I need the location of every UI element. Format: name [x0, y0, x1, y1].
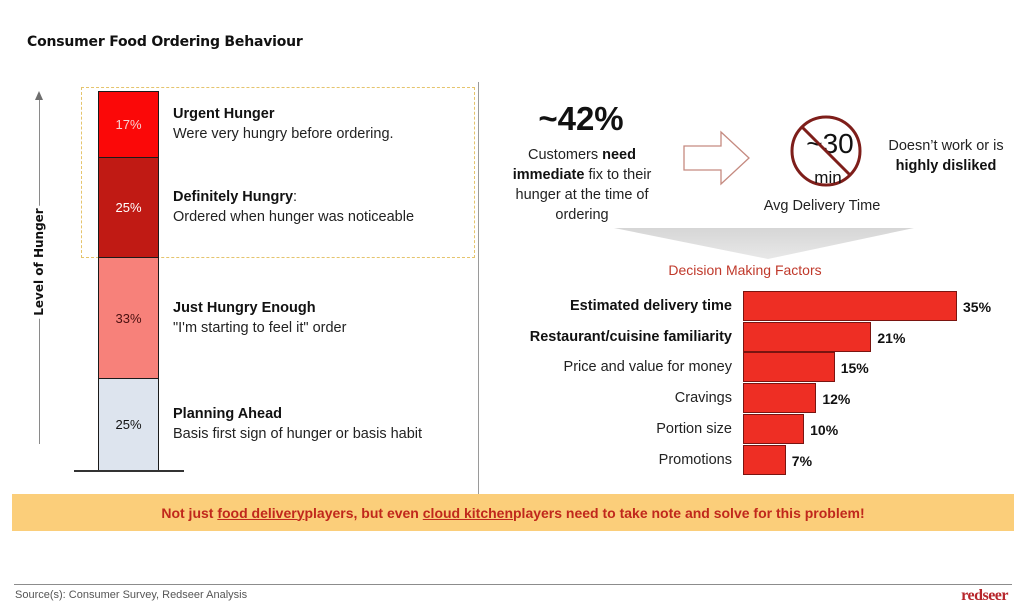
factor-bar [743, 291, 957, 321]
avg-delivery-time-label: Avg Delivery Time [763, 198, 881, 214]
hunger-segment-value: 25% [115, 200, 142, 215]
banner-text-3: players need to take note and solve for … [513, 504, 865, 521]
right-arrow-icon [683, 130, 750, 186]
verdict-bold: highly disliked [895, 158, 997, 174]
takeaway-banner: Not just food delivery players, but even… [12, 494, 1014, 531]
hunger-segment-value: 33% [115, 310, 142, 326]
footer-divider [14, 584, 1012, 585]
hunger-segment-text: Just Hungry Enough "I'm starting to feel … [173, 298, 346, 338]
hunger-segment-description: "I'm starting to feel it" order [173, 319, 347, 336]
hunger-segment-description: Basis first sign of hunger or basis habi… [173, 425, 423, 442]
banner-underline-cloud-kitchen: cloud kitchen [422, 504, 513, 521]
immediate-need-percentage: ~42% [538, 100, 624, 137]
value-label: 7% [791, 452, 813, 469]
hunger-segment: 33% [99, 258, 158, 379]
value-label: 21% [877, 329, 906, 346]
hunger-segment-heading: Urgent Hunger [173, 106, 275, 122]
factor-bar [743, 352, 835, 383]
category-label: Promotions [658, 451, 732, 468]
factor-bar [743, 444, 786, 475]
hunger-stacked-bar: 17% 25% 33% 25% [98, 91, 159, 471]
need-text-post: fix to their hunger at the time of order… [515, 167, 652, 223]
value-label: 35% [963, 299, 992, 315]
hunger-segment: 17% [99, 92, 158, 158]
hunger-segment-value: 17% [115, 117, 142, 132]
hunger-segment-description: Were very hungry before ordering. [173, 126, 394, 142]
immediate-need-highlight-box [81, 87, 475, 258]
page-title: Consumer Food Ordering Behaviour [27, 34, 303, 50]
value-label: 10% [810, 421, 839, 438]
delivery-verdict: Doesn’t work or is highly disliked [876, 136, 1016, 176]
axis-arrow-up-icon [35, 91, 43, 100]
hunger-segment-description: Ordered when hunger was noticeable [173, 209, 415, 225]
hunger-segment-heading: Planning Ahead [173, 405, 283, 422]
hunger-axis-label: Level of Hunger [32, 205, 46, 319]
need-text-pre: Customers [528, 147, 603, 163]
category-label: Price and value for money [563, 359, 732, 376]
stacked-bar-baseline [74, 470, 184, 472]
hunger-segment-text: Urgent Hunger Were very hungry before ord… [173, 104, 394, 144]
hunger-segment-value: 25% [115, 417, 142, 432]
category-label: Estimated delivery time [570, 298, 732, 314]
banner-text-2: players, but even [304, 504, 419, 521]
hunger-segment-text: Definitely Hungry: Ordered when hunger wa… [173, 187, 414, 227]
hunger-segment-heading: Definitely Hungry: [173, 189, 298, 205]
factor-bar [743, 383, 817, 414]
category-label: Portion size [656, 420, 732, 437]
redseer-logo: redseer [961, 587, 1008, 604]
hunger-segment: 25% [99, 379, 158, 470]
vertical-divider [478, 82, 479, 494]
hunger-segment: 25% [99, 158, 158, 258]
sign-unit: min [814, 168, 841, 187]
hunger-segment-heading: Just Hungry Enough [173, 299, 316, 316]
banner-text-1: Not just [161, 504, 214, 521]
immediate-need-description: Customers need immediate fix to their hu… [502, 145, 662, 225]
category-label: Restaurant/cuisine familiarity [529, 328, 732, 345]
value-label: 15% [840, 360, 869, 377]
hunger-segment-text: Planning Ahead Basis first sign of hunger… [173, 404, 422, 444]
category-label: Cravings [674, 390, 732, 407]
need-text-bold: need immediate [512, 147, 636, 183]
down-chevron-icon [614, 228, 914, 259]
source-note: Source(s): Consumer Survey, Redseer Anal… [15, 589, 248, 601]
value-label: 12% [822, 391, 851, 408]
no-30-min-icon: ~30 min [790, 115, 862, 187]
banner-underline-food-delivery: food delivery [217, 504, 305, 521]
factor-bar [743, 413, 805, 444]
chart-title: Decision Making Factors [668, 262, 822, 278]
verdict-text: Doesn’t work or is [888, 138, 1004, 154]
factor-bar [743, 321, 872, 352]
